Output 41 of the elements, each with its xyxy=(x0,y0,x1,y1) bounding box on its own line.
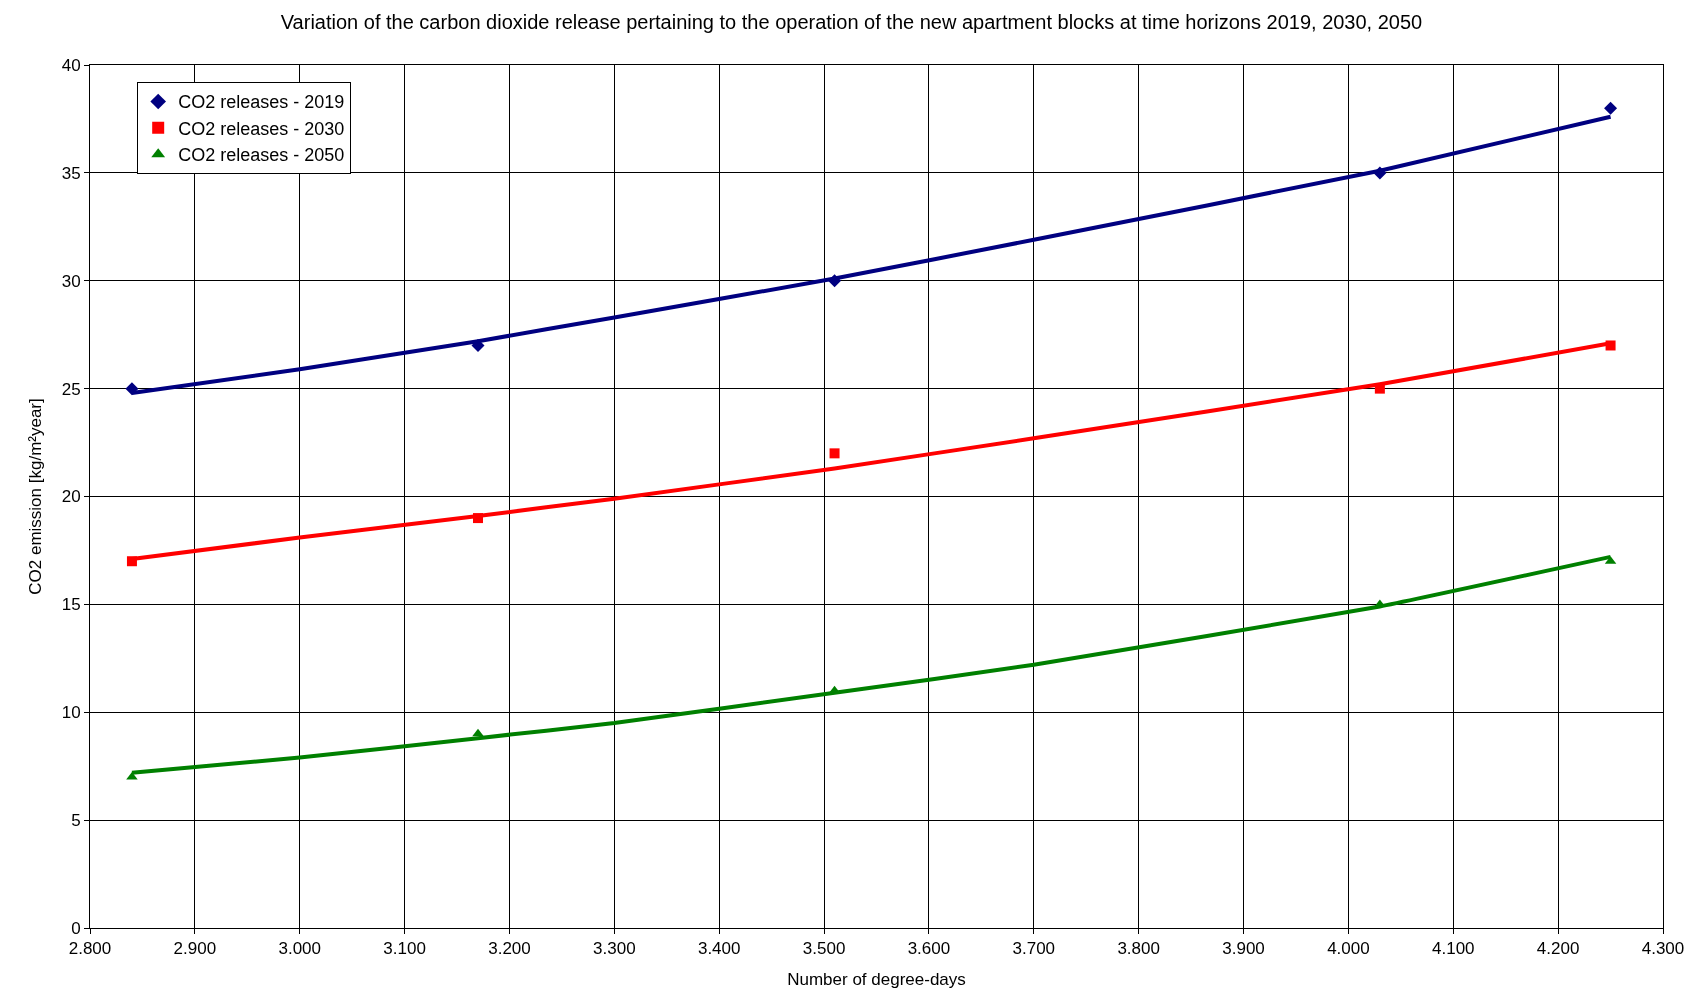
legend-label: CO2 releases - 2050 xyxy=(178,145,345,166)
y-tick-label: 0 xyxy=(71,918,81,938)
y-tick-label: 10 xyxy=(61,703,81,723)
y-tick-label: 35 xyxy=(61,163,81,183)
y-tick-label: 20 xyxy=(61,487,81,507)
x-tick-label: 3.600 xyxy=(907,939,951,959)
chart-title: Variation of the carbon dioxide release pertaining to the operation of the new apartment blocks at time horizons 2019, 2030, 2050 xyxy=(280,11,1423,34)
point xyxy=(473,513,484,524)
y-axis-title: CO2 emission [kg/m²year] xyxy=(26,398,46,595)
y-tick-label: 30 xyxy=(61,271,81,291)
y-tick-label: 25 xyxy=(61,379,81,399)
x-tick-label: 3.500 xyxy=(802,939,846,959)
x-tick-label: 3.200 xyxy=(488,939,531,959)
point xyxy=(1604,101,1618,115)
x-tick-label: 3.900 xyxy=(1222,939,1265,959)
x-tick-label: 4.100 xyxy=(1432,939,1475,959)
x-tick-label: 4.300 xyxy=(1641,939,1685,959)
point xyxy=(126,556,137,567)
x-tick-label: 2.900 xyxy=(173,939,217,959)
x-tick-label: 3.300 xyxy=(593,939,636,959)
y-tick-label: 15 xyxy=(61,595,81,615)
x-tick-label: 4.000 xyxy=(1327,939,1370,959)
x-tick-label: 2.800 xyxy=(68,939,112,959)
point xyxy=(829,448,840,459)
x-tick-label: 3.100 xyxy=(383,939,426,959)
x-tick-label: 3.700 xyxy=(1012,939,1056,959)
x-tick-label: 3.800 xyxy=(1117,939,1160,959)
point xyxy=(1373,166,1387,180)
point xyxy=(471,338,485,352)
point xyxy=(828,274,842,288)
legend-label: CO2 releases - 2019 xyxy=(178,92,345,113)
point xyxy=(125,382,139,396)
legend-label: CO2 releases - 2030 xyxy=(178,118,345,139)
point xyxy=(472,728,484,737)
x-tick-label: 3.400 xyxy=(697,939,741,959)
x-tick-label: 4.200 xyxy=(1536,939,1580,959)
y-tick-label: 40 xyxy=(61,55,81,75)
x-axis-title: Number of degree-days xyxy=(787,969,966,989)
y-tick-label: 5 xyxy=(71,811,81,831)
x-tick-label: 3.000 xyxy=(278,939,321,959)
point xyxy=(1605,340,1616,351)
